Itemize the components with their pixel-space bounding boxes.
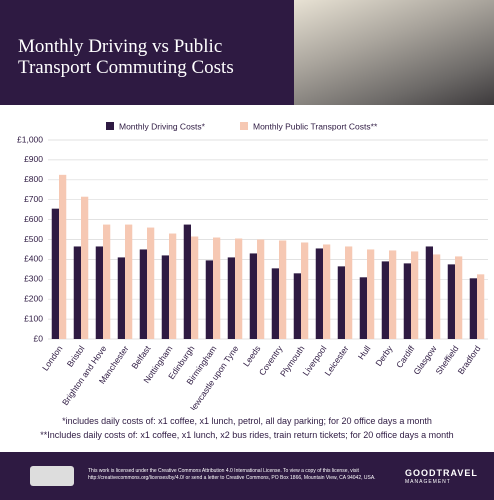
x-tick-label: Hull [356,344,373,362]
y-tick-label: £0 [34,333,44,343]
bar [477,274,485,339]
header-photo [294,0,494,105]
bar [161,255,169,339]
header: Monthly Driving vs Public Transport Comm… [0,0,494,105]
y-tick-label: £500 [24,234,43,244]
y-tick-label: £200 [24,293,43,303]
legend-swatch [106,122,114,130]
title: Monthly Driving vs Public Transport Comm… [18,36,234,78]
logo-name: GOODTRAVEL [405,468,478,478]
bar [191,236,199,339]
y-tick-label: £600 [24,214,43,224]
bar [337,266,345,339]
bar [293,273,301,339]
x-tick-label: Cardiff [394,343,417,370]
bar [249,253,257,339]
y-tick-label: £800 [24,174,43,184]
x-tick-label: Leeds [241,344,262,369]
bar [213,237,221,339]
bar [183,224,191,339]
bar [73,246,81,339]
legend-label: Monthly Driving Costs* [119,121,206,131]
y-tick-label: £300 [24,274,43,284]
bar [469,278,477,339]
y-tick-label: £1,000 [17,134,43,144]
bar [323,244,331,339]
bar [169,233,177,339]
bar [117,257,125,339]
bar [139,249,147,339]
y-tick-label: £100 [24,313,43,323]
bar [235,238,243,339]
x-tick-label: Bradford [456,343,483,376]
bar [147,227,155,339]
bar [271,268,279,339]
bar [279,240,287,339]
bar [455,256,463,339]
bar [425,246,433,339]
bar [381,261,389,339]
bar [447,264,455,339]
bar [81,196,89,339]
bar [433,254,441,339]
y-tick-label: £400 [24,254,43,264]
legend-label: Monthly Public Transport Costs** [253,121,378,131]
bar [345,246,353,339]
bar [59,174,67,339]
cc-badge [30,466,74,486]
footer: This work is licensed under the Creative… [0,452,494,500]
bar [257,239,265,339]
legend-swatch [240,122,248,130]
x-tick-label: London [40,343,65,372]
bar [315,248,323,339]
bar [389,250,397,339]
bar [367,249,375,339]
logo-sub: MANAGEMENT [405,479,451,485]
bar [125,224,133,339]
y-tick-label: £700 [24,194,43,204]
bar [403,263,411,339]
bar [227,257,235,339]
x-tick-label: Derby [373,343,395,368]
bar [205,260,213,339]
chart: Monthly Driving Costs* Monthly Public Tra… [17,121,488,410]
bar [359,277,367,339]
bar [301,242,309,339]
bar [411,251,419,339]
bar [51,208,59,339]
y-tick-label: £900 [24,154,43,164]
x-tick-label: Bristol [65,344,87,369]
footnote: *includes daily costs of: x1 coffee, x1 … [62,416,432,426]
bar [103,224,111,339]
bar [95,246,103,339]
license-text: This work is licensed under the Creative… [88,468,376,481]
footnote: **Includes daily costs of: x1 coffee, x1… [40,430,454,440]
